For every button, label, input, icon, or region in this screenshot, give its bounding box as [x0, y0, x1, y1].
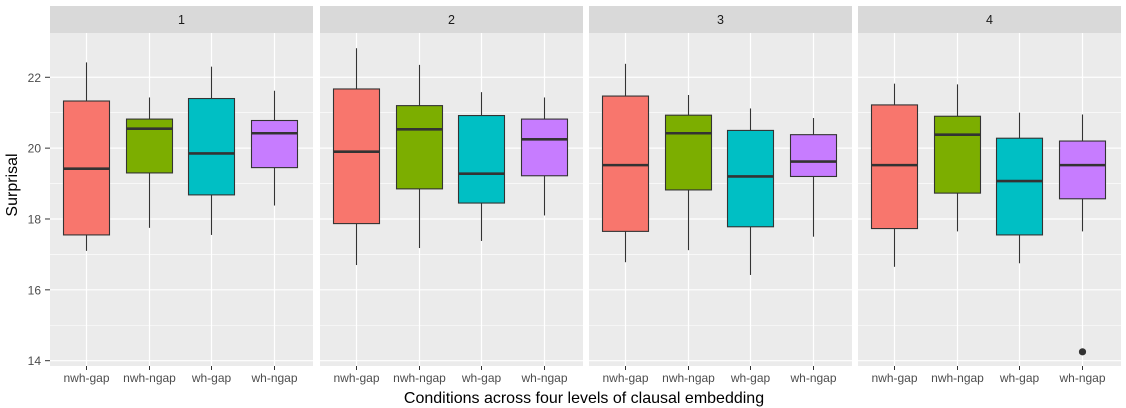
box-body	[933, 115, 982, 194]
x-axis-title: Conditions across four levels of clausal…	[404, 390, 764, 407]
box-body	[995, 137, 1044, 236]
y-tick-label: 16	[28, 283, 42, 297]
box-nwh-gap	[332, 48, 381, 266]
box-wh-ngap	[520, 97, 569, 216]
x-tick-label: wh-gap	[730, 371, 771, 385]
x-tick-label: nwh-ngap	[123, 371, 176, 385]
box-wh-ngap	[1058, 114, 1107, 356]
box-nwh-ngap	[395, 64, 444, 249]
facet-strip	[320, 6, 583, 33]
box-wh-ngap	[789, 118, 838, 237]
box-wh-ngap	[250, 90, 299, 206]
y-tick-label: 14	[28, 354, 42, 368]
x-tick-label: wh-gap	[461, 371, 502, 385]
x-tick-label: wh-gap	[191, 371, 232, 385]
outlier-point	[1078, 348, 1087, 356]
box-body	[664, 114, 713, 191]
facet-panels: 1 nwh-gap nwh-ngap wh-gap wh-ngap 2 nwh-gap nwh…	[50, 6, 1121, 385]
box-body	[187, 97, 236, 196]
x-tick-label: wh-gap	[999, 371, 1040, 385]
box-body	[520, 118, 569, 177]
x-tick-label: nwh-ngap	[931, 371, 984, 385]
facet-strip-label: 1	[178, 13, 185, 27]
facet-strip	[50, 6, 313, 33]
facet-panel-1: 1 nwh-gap nwh-ngap wh-gap wh-ngap	[50, 6, 313, 385]
box-body	[726, 129, 775, 228]
box-nwh-gap	[62, 62, 111, 251]
x-tick-label: nwh-ngap	[662, 371, 715, 385]
x-tick-label: nwh-gap	[333, 371, 379, 385]
x-tick-label: nwh-ngap	[393, 371, 446, 385]
box-wh-gap	[457, 92, 506, 241]
box-body	[789, 134, 838, 178]
facet-panel-4: 4 nwh-gap nwh-ngap wh-gap wh-ngap	[858, 6, 1121, 385]
box-wh-gap	[726, 108, 775, 275]
box-body	[457, 114, 506, 204]
box-body	[125, 118, 174, 174]
box-body	[601, 95, 650, 232]
box-body	[332, 88, 381, 225]
box-nwh-gap	[601, 63, 650, 263]
facet-strip-label: 3	[717, 13, 724, 27]
facet-panel-2: 2 nwh-gap nwh-ngap wh-gap wh-ngap	[320, 6, 583, 385]
box-nwh-ngap	[664, 94, 713, 251]
facet-strip	[589, 6, 852, 33]
x-tick-label: wh-ngap	[789, 371, 836, 385]
box-wh-gap	[187, 66, 236, 235]
facet-panel-3: 3 nwh-gap nwh-ngap wh-gap wh-ngap	[589, 6, 852, 385]
x-tick-label: nwh-gap	[63, 371, 109, 385]
x-tick-label: wh-ngap	[250, 371, 297, 385]
box-wh-gap	[995, 112, 1044, 264]
y-tick-label: 18	[28, 212, 42, 226]
y-tick-label: 20	[28, 142, 42, 156]
y-tick-label: 22	[28, 71, 42, 85]
facet-strip	[858, 6, 1121, 33]
box-body	[1058, 140, 1107, 200]
x-tick-label: wh-ngap	[520, 371, 567, 385]
y-axis-title: Surprisal	[4, 153, 21, 216]
box-nwh-ngap	[933, 84, 982, 232]
box-body	[395, 105, 444, 190]
box-body	[250, 119, 299, 169]
box-body	[870, 104, 919, 230]
x-tick-label: nwh-gap	[602, 371, 648, 385]
facet-strip-label: 2	[448, 13, 455, 27]
box-nwh-gap	[870, 83, 919, 267]
facet-strip-label: 4	[986, 13, 993, 27]
y-axis-ticks: 14 16 18 20 22	[28, 71, 50, 368]
x-tick-label: wh-ngap	[1058, 371, 1105, 385]
x-tick-label: nwh-gap	[871, 371, 917, 385]
box-nwh-ngap	[125, 97, 174, 228]
